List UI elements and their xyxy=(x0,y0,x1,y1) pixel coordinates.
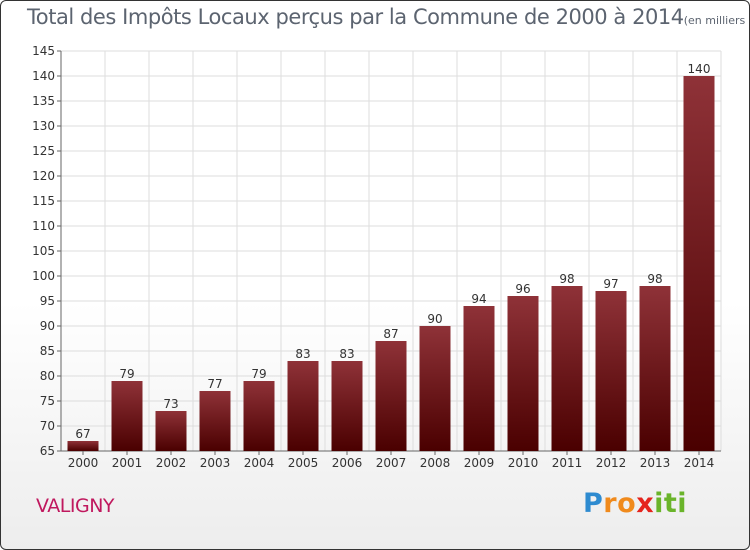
bar xyxy=(507,296,539,451)
logo-letter: r xyxy=(603,488,618,519)
x-tick-label: 2010 xyxy=(508,456,539,470)
logo-letter: i xyxy=(654,488,664,519)
x-tick-label: 2007 xyxy=(376,456,407,470)
logo-letter: P xyxy=(583,488,604,519)
y-tick-label: 80 xyxy=(40,369,55,383)
x-tick-label: 2001 xyxy=(112,456,143,470)
proxiti-logo: Proxiti xyxy=(583,488,687,519)
y-tick-label: 110 xyxy=(32,219,55,233)
chart-title: Total des Impôts Locaux perçus par la Co… xyxy=(27,5,749,29)
title-text: Total des Impôts Locaux perçus par la Co… xyxy=(27,5,684,29)
x-tick-label: 2013 xyxy=(640,456,671,470)
bar-value-label: 96 xyxy=(515,282,530,296)
y-tick-label: 95 xyxy=(40,294,55,308)
bar xyxy=(287,361,319,451)
y-tick-label: 90 xyxy=(40,319,55,333)
bar-value-label: 98 xyxy=(647,272,662,286)
x-tick-label: 2008 xyxy=(420,456,451,470)
x-tick-label: 2011 xyxy=(552,456,583,470)
bar-value-label: 140 xyxy=(688,62,711,76)
x-tick-label: 2002 xyxy=(156,456,187,470)
bar-value-label: 97 xyxy=(603,277,618,291)
y-tick-label: 130 xyxy=(32,119,55,133)
bar xyxy=(155,411,187,451)
y-tick-label: 75 xyxy=(40,394,55,408)
x-tick-label: 2009 xyxy=(464,456,495,470)
bar xyxy=(595,291,627,451)
x-tick-label: 2012 xyxy=(596,456,627,470)
bar xyxy=(199,391,231,451)
y-tick-label: 120 xyxy=(32,169,55,183)
x-tick-label: 2003 xyxy=(200,456,231,470)
bar xyxy=(111,381,143,451)
y-tick-label: 65 xyxy=(40,444,55,458)
bar-value-label: 79 xyxy=(251,367,266,381)
x-tick-label: 2000 xyxy=(68,456,99,470)
bar-value-label: 73 xyxy=(163,397,178,411)
bar-value-label: 87 xyxy=(383,327,398,341)
bar-value-label: 67 xyxy=(75,427,90,441)
bar-value-label: 90 xyxy=(427,312,442,326)
y-tick-label: 100 xyxy=(32,269,55,283)
y-tick-label: 140 xyxy=(32,69,55,83)
bars xyxy=(67,76,715,451)
bar xyxy=(243,381,275,451)
bar-value-label: 98 xyxy=(559,272,574,286)
bar xyxy=(331,361,363,451)
y-tick-label: 115 xyxy=(32,194,55,208)
bar xyxy=(375,341,407,451)
bar-value-label: 79 xyxy=(119,367,134,381)
y-tick-label: 125 xyxy=(32,144,55,158)
bar-value-label: 77 xyxy=(207,377,222,391)
logo-letter: t xyxy=(663,488,678,519)
x-tick-label: 2005 xyxy=(288,456,319,470)
commune-name: VALIGNY xyxy=(36,495,115,517)
unit-text: (en milliers d'€) xyxy=(683,14,749,27)
bar xyxy=(463,306,495,451)
bar-value-label: 83 xyxy=(295,347,310,361)
bar xyxy=(67,441,99,451)
y-tick-label: 70 xyxy=(40,419,55,433)
bar xyxy=(419,326,451,451)
y-tick-label: 135 xyxy=(32,94,55,108)
bar xyxy=(639,286,671,451)
x-tick-label: 2006 xyxy=(332,456,363,470)
y-tick-label: 105 xyxy=(32,244,55,258)
x-tick-label: 2004 xyxy=(244,456,275,470)
bar-value-label: 83 xyxy=(339,347,354,361)
logo-letter: i xyxy=(677,488,688,519)
bar xyxy=(683,76,715,451)
x-tick-label: 2014 xyxy=(684,456,715,470)
bar xyxy=(551,286,583,451)
y-tick-label: 145 xyxy=(32,44,55,58)
data-labels: 67 79 73 77 79 83 83 87 90 94 96 98 97 98 140 xyxy=(75,62,710,441)
bar-value-label: 94 xyxy=(471,292,486,306)
logo-letter: o xyxy=(617,488,637,519)
logo-letter: x xyxy=(636,488,655,519)
y-tick-label: 85 xyxy=(40,344,55,358)
